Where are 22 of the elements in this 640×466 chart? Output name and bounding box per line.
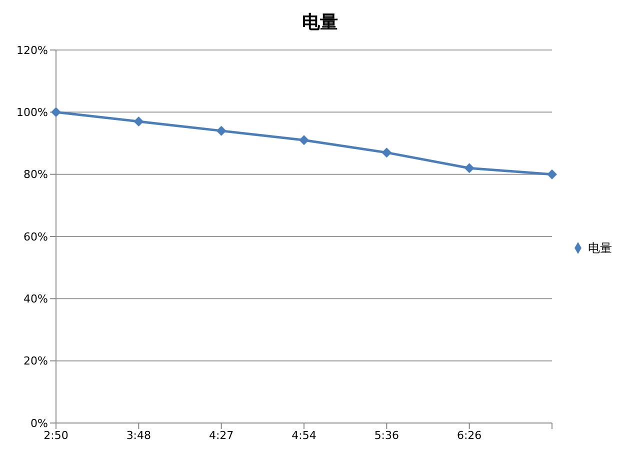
x-tick-label: 4:54 — [292, 428, 316, 442]
point — [216, 126, 226, 136]
x-tick-label: 5:36 — [374, 428, 400, 442]
point — [51, 107, 61, 118]
y-tick-label: 20% — [24, 354, 48, 368]
y-tick-label: 80% — [24, 168, 48, 182]
x-tick-label: 6:26 — [456, 428, 482, 442]
point — [464, 163, 474, 174]
legend-label: 电量 — [588, 240, 612, 254]
y-tick-label: 100% — [16, 106, 48, 120]
x-tick-label: 2:50 — [44, 428, 68, 442]
y-tick-label: 40% — [24, 292, 48, 306]
x-tick-label: 4:27 — [208, 428, 234, 442]
point — [382, 148, 392, 158]
x-tick-label: 3:48 — [126, 428, 152, 442]
y-tick-label: 0% — [30, 416, 48, 430]
point — [134, 116, 144, 126]
point — [299, 135, 309, 146]
point — [547, 169, 557, 180]
chart-title: 电量 — [301, 11, 339, 35]
y-tick-label: 120% — [16, 44, 48, 57]
y-tick-label: 60% — [24, 230, 48, 244]
